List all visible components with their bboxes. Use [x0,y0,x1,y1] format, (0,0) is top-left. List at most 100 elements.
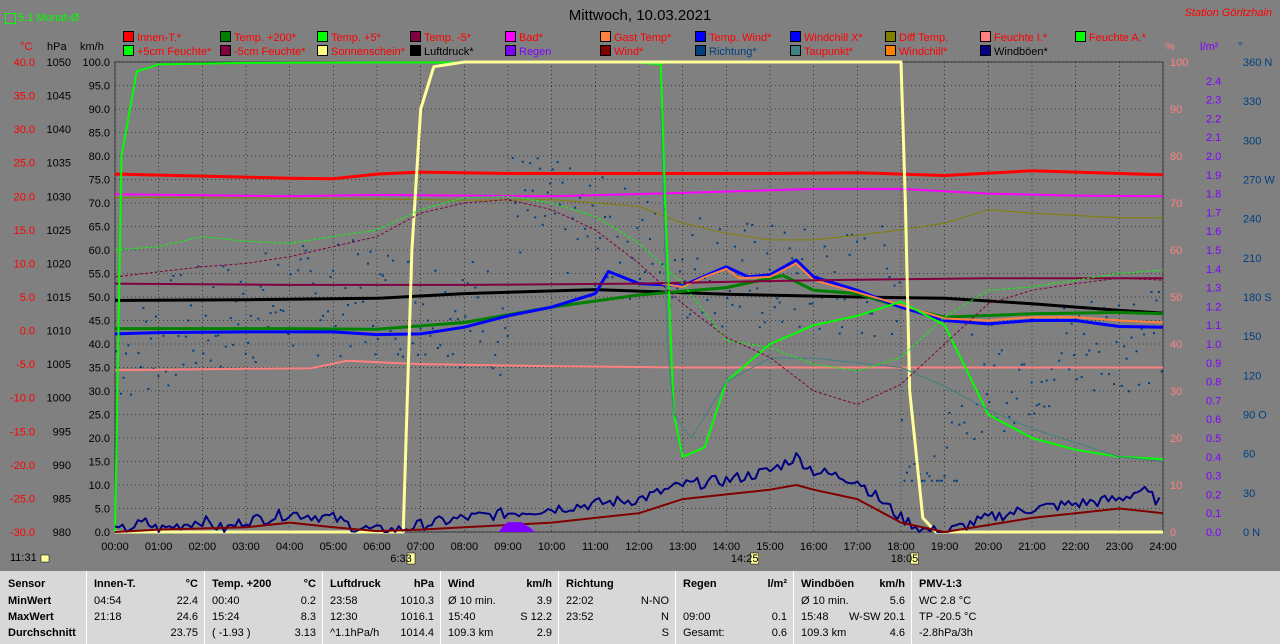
stats-max-time: 23:52 [566,611,594,623]
direction-point [1020,363,1023,366]
direction-point [1058,359,1061,362]
direction-point [901,419,903,422]
direction-point [768,268,771,271]
direction-point [381,274,384,277]
direction-point [287,333,290,336]
legend-item[interactable]: Regen [505,45,551,58]
direction-point [584,227,587,230]
direction-point [1125,357,1128,360]
legend-item[interactable]: Taupunkt* [790,45,853,58]
legend-item[interactable]: -5cm Feuchte* [220,45,306,58]
y-tick-degree: 30 [1243,488,1255,500]
direction-point [881,225,884,228]
direction-point [257,317,260,320]
direction-point [683,280,686,283]
x-tick-label: 24:00 [1149,541,1177,553]
direction-point [449,317,452,320]
stats-max-value: 1016.1 [400,611,434,623]
direction-point [631,257,634,260]
direction-point [239,280,242,283]
y-tick-hpa: 1035 [47,158,71,170]
y-tick-celsius: 35.0 [14,91,35,103]
legend-swatch [980,31,991,42]
legend-item[interactable]: Sonnenschein* [317,45,405,58]
x-tick-label: 03:00 [232,541,260,553]
stats-avg-value: 4.6 [889,627,905,639]
direction-point [396,353,399,356]
stats-col-title: Richtung [566,578,614,590]
direction-point [713,312,716,315]
month-average-label: 5.1 Monat-Ø [18,12,80,24]
series-line [660,262,1164,324]
direction-point [960,404,963,407]
x-tick-label: 00:00 [101,541,129,553]
direction-point [506,335,509,338]
direction-point [826,255,829,258]
legend-item[interactable]: +5cm Feuchte* [123,45,211,58]
y-tick-lm2: 2.3 [1206,95,1221,107]
y-tick-degree: 90 O [1243,410,1267,422]
y-tick-hpa: 985 [53,493,71,505]
legend-item[interactable]: Windchill X* [790,31,863,44]
legend-item[interactable]: Temp. -5* [410,31,471,44]
direction-point [1033,412,1036,415]
legend-item[interactable]: Wind* [600,45,643,58]
y-tick-hpa: 1045 [47,91,71,103]
direction-point [299,258,302,261]
legend-item[interactable]: Innen-T.* [123,31,181,44]
legend-item[interactable]: Windchill* [885,45,947,58]
legend-item[interactable]: Feuchte A.* [1075,31,1146,44]
legend-item[interactable]: Feuchte I.* [980,31,1047,44]
direction-point [761,311,764,314]
direction-point [843,298,846,301]
direction-point [920,479,923,482]
direction-point [836,297,839,300]
legend-item[interactable]: Windböen* [980,45,1048,58]
legend-item[interactable]: Temp. +200* [220,31,296,44]
direction-point [1160,370,1163,373]
legend-item[interactable]: Temp. Wind* [695,31,771,44]
y-tick-celsius: -15.0 [10,426,35,438]
legend-item[interactable]: Gast Temp* [600,31,671,44]
legend-item[interactable]: Bad* [505,31,543,44]
series-line [115,197,1163,241]
direction-point [706,298,709,301]
direction-point [848,253,851,256]
stats-col-unit: km/h [526,578,552,590]
direction-point [546,191,549,194]
y-tick-degree: 210 [1243,253,1261,265]
direction-point [192,349,195,352]
direction-point [122,376,125,379]
y-tick-lm2: 0.8 [1206,377,1221,389]
series-line [114,169,1164,181]
direction-point [636,227,639,230]
stats-min-value: N-NO [640,595,669,607]
direction-point [456,318,459,321]
legend-item[interactable]: Diff Temp. [885,31,948,44]
direction-point [566,271,569,274]
direction-point [589,184,592,187]
direction-point [394,337,397,340]
stats-avg-value: 23.75 [170,627,198,639]
x-tick-label: 05:00 [320,541,348,553]
unit-degree: ° [1238,41,1243,53]
row-label-avg: Durchschnitt [8,627,76,639]
direction-point [115,350,117,353]
direction-point [279,309,282,312]
legend-item[interactable]: Temp. +5* [317,31,381,44]
direction-point [898,281,901,284]
direction-point [594,284,597,287]
month-average-checkbox[interactable] [5,13,16,24]
stats-col-title: Windböen [801,578,855,590]
y-tick-hpa: 1000 [47,393,71,405]
direction-point [579,196,582,199]
y-tick-lm2: 2.4 [1206,76,1221,88]
legend-item[interactable]: Richtung* [695,45,757,58]
y-tick-lm2: 1.6 [1206,226,1221,238]
y-tick-hpa: 1020 [47,258,71,270]
legend-swatch [317,45,328,56]
direction-point [436,346,439,349]
y-tick-kmh: 75.0 [89,175,110,187]
legend-item[interactable]: Luftdruck* [410,45,474,58]
direction-point [541,223,544,226]
